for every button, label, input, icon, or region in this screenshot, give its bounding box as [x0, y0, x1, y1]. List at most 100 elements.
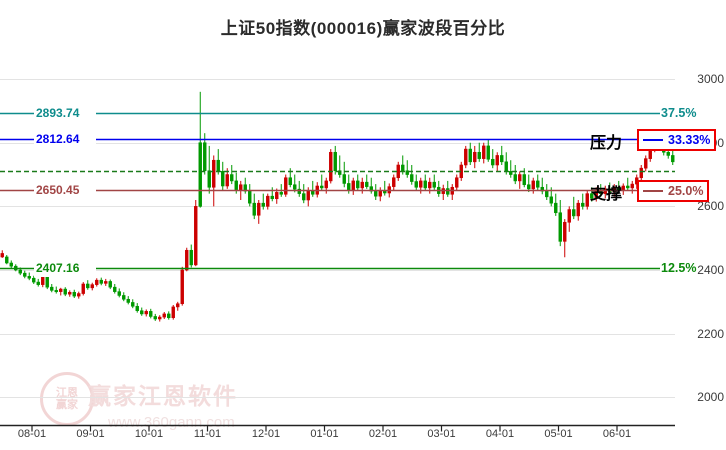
candlestick	[203, 133, 207, 175]
candlestick	[18, 267, 22, 276]
candlestick	[374, 184, 378, 200]
pct-badge-level-25-0[interactable]: 25.0%	[637, 179, 710, 202]
watermark-seal-logo: 江恩 赢家	[40, 372, 94, 426]
candlestick	[81, 282, 85, 296]
candlestick	[315, 182, 319, 198]
candlestick	[162, 312, 166, 319]
candlestick	[495, 152, 499, 172]
candlestick	[140, 307, 144, 316]
candlestick	[347, 174, 351, 194]
candlestick	[261, 193, 265, 210]
candlestick	[369, 177, 373, 194]
candlestick	[153, 313, 157, 321]
candlestick	[293, 174, 297, 193]
candlestick	[437, 180, 441, 197]
pct-label-level-37-5: 37.5%	[660, 105, 698, 120]
y-axis-tick-label: 2200	[697, 326, 724, 341]
annotation-level-25-0: 支撑	[590, 185, 623, 203]
candlestick	[414, 174, 418, 191]
candlestick	[500, 145, 504, 165]
candlestick	[216, 149, 220, 175]
pct-badge-level-33-33[interactable]: 33.33%	[637, 128, 717, 151]
candlestick	[311, 180, 315, 197]
price-level-label: 2650.45	[36, 182, 80, 197]
candlestick	[527, 174, 531, 193]
x-axis-tick-label: 08-01	[17, 428, 47, 440]
y-axis-tick-label: 2400	[697, 262, 724, 277]
candlestick	[351, 177, 355, 195]
x-axis-tick-label: 01-01	[310, 428, 339, 440]
candlestick	[396, 161, 400, 181]
candlestick	[266, 193, 270, 210]
candlestick	[194, 200, 198, 267]
candlestick	[491, 149, 495, 169]
candlestick	[392, 174, 396, 191]
candlestick	[455, 174, 459, 191]
candlestick	[99, 277, 103, 286]
candlestick	[36, 278, 40, 287]
candlestick	[545, 184, 549, 200]
watermark-url: www.360gann.com	[108, 414, 235, 431]
candlestick	[504, 152, 508, 175]
candlestick	[5, 255, 9, 265]
candlestick	[14, 264, 18, 272]
candlestick	[158, 315, 162, 322]
price-label-backdrop	[34, 259, 96, 277]
candlestick	[189, 244, 193, 268]
candlestick	[9, 260, 13, 269]
candlestick	[63, 287, 67, 297]
candlestick	[536, 174, 540, 191]
candlestick	[360, 177, 364, 194]
candlestick	[320, 174, 324, 191]
candlestick	[221, 161, 225, 191]
pct-label-level-12-5: 12.5%	[660, 260, 698, 275]
candlestick	[644, 155, 648, 172]
candlestick	[144, 309, 148, 317]
annotation-level-33-33: 压力	[590, 134, 623, 152]
candlestick	[329, 149, 333, 184]
candlestick	[410, 165, 414, 185]
x-axis-tick-label: 05-01	[544, 428, 573, 440]
candlestick	[468, 142, 472, 165]
candlestick	[563, 219, 567, 258]
x-axis-tick-label: 06-01	[602, 428, 632, 440]
y-axis-tick-label: 3000	[697, 71, 724, 86]
candlestick	[86, 280, 90, 290]
candlestick	[459, 161, 463, 181]
candlestick	[230, 165, 234, 185]
candlestick	[149, 308, 153, 319]
candlestick	[567, 206, 571, 232]
candlestick	[122, 292, 126, 302]
candlestick	[212, 155, 216, 207]
candlestick	[585, 190, 589, 210]
candlestick	[180, 266, 184, 306]
candlestick	[284, 174, 288, 197]
candlestick	[432, 174, 436, 190]
candlestick	[446, 180, 450, 197]
candlestick	[342, 161, 346, 188]
x-axis-tick-label: 04-01	[485, 428, 515, 440]
price-level-label: 2812.64	[36, 131, 80, 146]
candlestick	[387, 183, 391, 198]
candlestick	[50, 284, 54, 293]
price-level-label: 2893.74	[36, 105, 80, 120]
candlestick	[464, 145, 468, 169]
candlestick	[558, 200, 562, 247]
candlestick	[27, 272, 31, 281]
candlestick	[270, 187, 274, 202]
candlestick	[531, 177, 535, 194]
candlestick	[104, 278, 108, 286]
candlestick	[248, 184, 252, 207]
candlestick	[167, 311, 171, 320]
candlestick	[77, 291, 81, 299]
candlestick	[378, 187, 382, 202]
candlestick	[522, 168, 526, 188]
candlestick	[428, 177, 432, 194]
candlestick	[333, 145, 337, 175]
pct-label: 33.33%	[668, 132, 711, 147]
candlestick	[513, 165, 517, 185]
candlestick	[68, 290, 72, 297]
candlestick	[275, 188, 279, 204]
candlestick	[117, 288, 121, 298]
